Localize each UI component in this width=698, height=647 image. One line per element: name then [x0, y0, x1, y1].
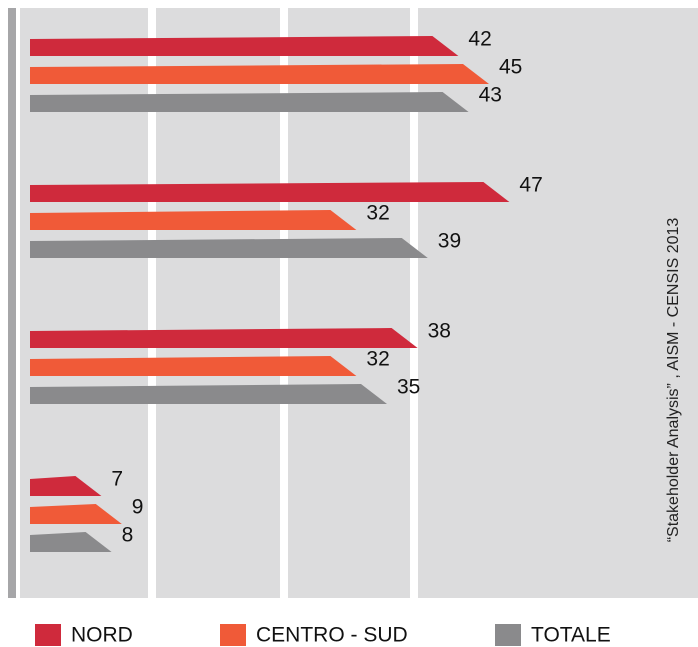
value-label: 32 [366, 348, 389, 371]
bar [30, 532, 112, 552]
source-note: “Stakeholder Analysis” , AISM - CENSIS 2… [665, 218, 682, 543]
divider [148, 8, 156, 598]
value-label: 43 [479, 84, 502, 107]
bar [30, 238, 428, 258]
bar [30, 384, 387, 404]
divider [280, 8, 288, 598]
value-label: 35 [397, 376, 420, 399]
value-label: 38 [428, 320, 451, 343]
bar [30, 64, 489, 84]
value-label: 32 [366, 202, 389, 225]
bar [30, 356, 357, 376]
legend-label: NORD [71, 624, 133, 647]
bar [30, 182, 510, 202]
value-label: 39 [438, 230, 461, 253]
bar [30, 476, 102, 496]
value-label: 47 [519, 174, 542, 197]
axis-bar [8, 8, 16, 598]
value-label: 45 [499, 56, 522, 79]
bar [30, 328, 418, 348]
bar [30, 210, 357, 230]
value-label: 7 [111, 468, 123, 491]
legend-label: CENTRO - SUD [256, 624, 408, 647]
value-label: 9 [132, 496, 144, 519]
legend-swatch [495, 624, 521, 646]
value-label: 42 [468, 28, 491, 51]
value-label: 8 [122, 524, 134, 547]
legend-label: TOTALE [531, 624, 611, 647]
bar [30, 36, 459, 56]
legend-swatch [35, 624, 61, 646]
bar [30, 504, 122, 524]
divider [410, 8, 418, 598]
legend-swatch [220, 624, 246, 646]
bar [30, 92, 469, 112]
